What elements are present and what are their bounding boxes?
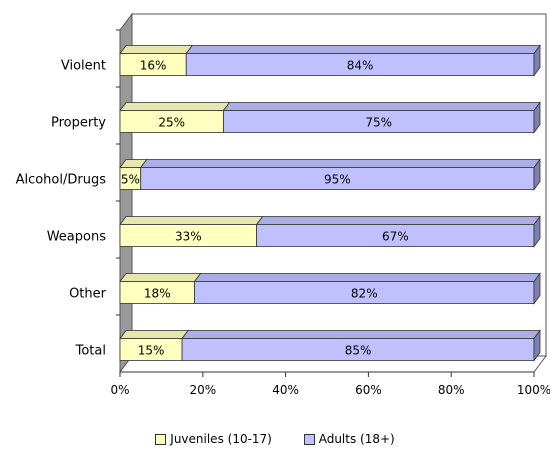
data-label-juveniles-10-17-violent: 16%: [140, 59, 167, 73]
stacked-bar-chart: 0% 20% 40% 60% 80% 100% Violent 16% 84% Property 2…: [16, 12, 550, 397]
data-label-adults-18-property: 75%: [365, 116, 392, 130]
bar-adults-18-alcohol-drugs-side: [533, 158, 541, 191]
bar-adults-18-total-side: [533, 329, 541, 362]
data-label-juveniles-10-17-alcohol-drugs: 5%: [121, 173, 140, 187]
legend-swatch-adults: [303, 433, 315, 445]
bar-juveniles-10-17-total-top: [119, 330, 189, 339]
legend-item-adults: Adults (18+): [303, 432, 395, 446]
category-label-weapons: Weapons: [47, 230, 107, 245]
bar-adults-18-alcohol-drugs-top: [139, 159, 541, 168]
x-tick-label: 0%: [110, 383, 129, 397]
x-tick-label: 80%: [438, 383, 465, 397]
bar-juveniles-10-17-other-top: [119, 273, 202, 282]
legend-label-juveniles: Juveniles (10-17): [170, 432, 272, 446]
category-label-other: Other: [69, 287, 107, 302]
bar-juveniles-10-17-violent-top: [119, 45, 194, 54]
data-label-juveniles-10-17-property: 25%: [158, 116, 185, 130]
category-label-violent: Violent: [61, 59, 106, 74]
data-label-juveniles-10-17-other: 18%: [144, 287, 171, 301]
bar-adults-18-weapons-top: [255, 216, 541, 225]
category-label-property: Property: [51, 116, 106, 131]
legend: Juveniles (10-17) Adults (18+): [0, 432, 550, 448]
bar-juveniles-10-17-weapons-top: [119, 216, 264, 225]
bar-adults-18-weapons-side: [533, 215, 541, 248]
data-label-juveniles-10-17-total: 15%: [138, 344, 165, 358]
bar-juveniles-10-17-property-top: [119, 102, 231, 111]
category-label-alcohol-drugs: Alcohol/Drugs: [16, 173, 107, 188]
legend-label-adults: Adults (18+): [318, 432, 395, 446]
category-label-total: Total: [75, 344, 106, 359]
x-tick-label: 100%: [517, 383, 550, 397]
x-tick-label: 60%: [355, 383, 382, 397]
data-label-adults-18-alcohol-drugs: 95%: [324, 173, 351, 187]
bar-adults-18-violent-side: [533, 44, 541, 77]
bar-adults-18-property-top: [222, 102, 541, 111]
data-label-juveniles-10-17-weapons: 33%: [175, 230, 202, 244]
data-label-adults-18-weapons: 67%: [382, 230, 409, 244]
x-tick-label: 40%: [272, 383, 299, 397]
legend-item-juveniles: Juveniles (10-17): [155, 432, 272, 446]
bar-adults-18-total-top: [181, 330, 541, 339]
data-label-adults-18-total: 85%: [345, 344, 372, 358]
data-label-adults-18-violent: 84%: [347, 59, 374, 73]
x-tick-label: 20%: [189, 383, 216, 397]
bar-adults-18-other-top: [193, 273, 541, 282]
bar-adults-18-other-side: [533, 272, 541, 305]
bar-adults-18-violent-top: [185, 45, 541, 54]
legend-swatch-juveniles: [155, 433, 167, 445]
data-label-adults-18-other: 82%: [351, 287, 378, 301]
bar-adults-18-property-side: [533, 101, 541, 134]
